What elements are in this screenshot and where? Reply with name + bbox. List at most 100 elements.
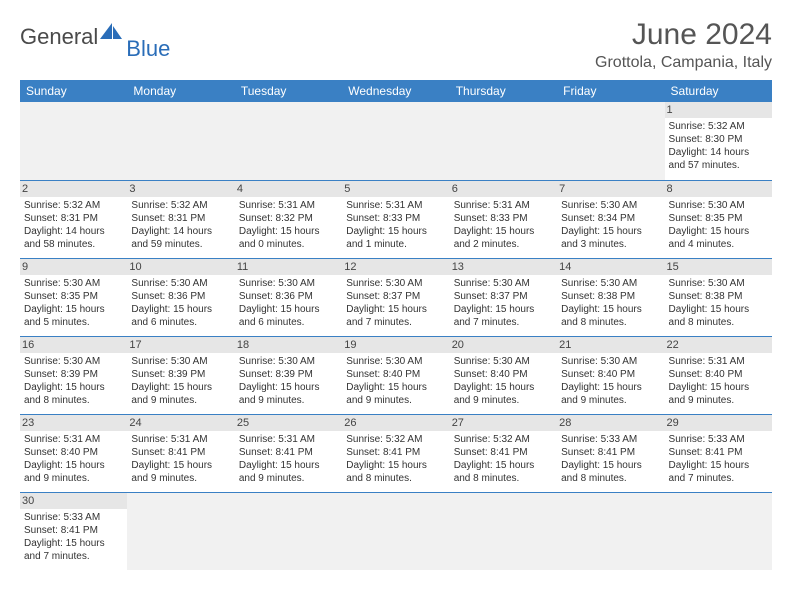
calendar-cell [665, 492, 772, 570]
calendar-table: Sunday Monday Tuesday Wednesday Thursday… [20, 80, 772, 570]
day-number: 9 [20, 259, 127, 275]
calendar-cell: 12 Sunrise: 5:30 AMSunset: 8:37 PMDayligh… [342, 258, 449, 336]
calendar-cell: 5Sunrise: 5:31 AMSunset: 8:33 PMDaylight… [342, 180, 449, 258]
calendar-cell: 24Sunrise: 5:31 AMSunset: 8:41 PMDayligh… [127, 414, 234, 492]
day-number: 25 [235, 415, 342, 431]
day-info: Sunrise: 5:31 AMSunset: 8:33 PMDaylight:… [454, 199, 553, 251]
day-number: 27 [450, 415, 557, 431]
day-number: 19 [342, 337, 449, 353]
calendar-cell [127, 102, 234, 180]
day-info: Sunrise: 5:31 AMSunset: 8:33 PMDaylight:… [346, 199, 445, 251]
calendar-cell [450, 102, 557, 180]
calendar-cell: 21Sunrise: 5:30 AMSunset: 8:40 PMDayligh… [557, 336, 664, 414]
calendar-cell: 8 Sunrise: 5:30 AMSunset: 8:35 PMDaylight… [665, 180, 772, 258]
calendar-week: 16Sunrise: 5:30 AMSunset: 8:39 PMDayligh… [20, 336, 772, 414]
day-info: Sunrise: 5:32 AMSunset: 8:31 PMDaylight:… [131, 199, 230, 251]
day-number: 24 [127, 415, 234, 431]
day-number: 4 [235, 181, 342, 197]
calendar-cell: 11 Sunrise: 5:30 AMSunset: 8:36 PMDayligh… [235, 258, 342, 336]
month-title: June 2024 [595, 18, 772, 52]
calendar-cell: 7 Sunrise: 5:30 AMSunset: 8:34 PMDaylight… [557, 180, 664, 258]
day-number: 2 [20, 181, 127, 197]
calendar-cell: 20 Sunrise: 5:30 AMSunset: 8:40 PMDayligh… [450, 336, 557, 414]
calendar-cell [127, 492, 234, 570]
day-number: 7 [557, 181, 664, 197]
calendar-cell: 23Sunrise: 5:31 AMSunset: 8:40 PMDayligh… [20, 414, 127, 492]
day-info: Sunrise: 5:31 AMSunset: 8:40 PMDaylight:… [24, 433, 123, 485]
day-info: Sunrise: 5:32 AMSunset: 8:41 PMDaylight:… [454, 433, 553, 485]
day-info: Sunrise: 5:30 AMSunset: 8:34 PMDaylight:… [561, 199, 660, 251]
calendar-cell: 10 Sunrise: 5:30 AMSunset: 8:36 PMDayligh… [127, 258, 234, 336]
day-info: Sunrise: 5:30 AMSunset: 8:40 PMDaylight:… [454, 355, 553, 407]
day-info: Sunrise: 5:30 AMSunset: 8:40 PMDaylight:… [346, 355, 445, 407]
calendar-cell: 17 Sunrise: 5:30 AMSunset: 8:39 PMDayligh… [127, 336, 234, 414]
day-number: 16 [20, 337, 127, 353]
calendar-cell [20, 102, 127, 180]
calendar-cell: 30 Sunrise: 5:33 AMSunset: 8:41 PMDayligh… [20, 492, 127, 570]
calendar-cell: 14Sunrise: 5:30 AMSunset: 8:38 PMDayligh… [557, 258, 664, 336]
day-info: Sunrise: 5:30 AMSunset: 8:35 PMDaylight:… [669, 199, 768, 251]
day-header: Sunday [20, 80, 127, 102]
calendar-cell: 18 Sunrise: 5:30 AMSunset: 8:39 PMDayligh… [235, 336, 342, 414]
calendar-cell: 25 Sunrise: 5:31 AMSunset: 8:41 PMDayligh… [235, 414, 342, 492]
calendar-cell: 13Sunrise: 5:30 AMSunset: 8:37 PMDayligh… [450, 258, 557, 336]
calendar-cell [450, 492, 557, 570]
day-number: 18 [235, 337, 342, 353]
day-number: 28 [557, 415, 664, 431]
sail-icon [98, 21, 124, 46]
day-info: Sunrise: 5:30 AMSunset: 8:39 PMDaylight:… [239, 355, 338, 407]
day-number: 20 [450, 337, 557, 353]
calendar-cell [235, 102, 342, 180]
calendar-cell: 19 Sunrise: 5:30 AMSunset: 8:40 PMDayligh… [342, 336, 449, 414]
logo-text-main: General [20, 24, 98, 50]
day-info: Sunrise: 5:30 AMSunset: 8:38 PMDaylight:… [561, 277, 660, 329]
day-number: 12 [342, 259, 449, 275]
day-info: Sunrise: 5:30 AMSunset: 8:38 PMDaylight:… [669, 277, 768, 329]
day-info: Sunrise: 5:33 AMSunset: 8:41 PMDaylight:… [24, 511, 123, 563]
calendar-cell: 22Sunrise: 5:31 AMSunset: 8:40 PMDayligh… [665, 336, 772, 414]
day-number: 30 [20, 493, 127, 509]
day-info: Sunrise: 5:30 AMSunset: 8:36 PMDaylight:… [131, 277, 230, 329]
day-info: Sunrise: 5:30 AMSunset: 8:39 PMDaylight:… [131, 355, 230, 407]
title-block: June 2024 Grottola, Campania, Italy [595, 18, 772, 72]
day-info: Sunrise: 5:30 AMSunset: 8:40 PMDaylight:… [561, 355, 660, 407]
day-info: Sunrise: 5:32 AMSunset: 8:30 PMDaylight:… [669, 120, 768, 172]
calendar-cell: 1Sunrise: 5:32 AMSunset: 8:30 PMDaylight… [665, 102, 772, 180]
day-info: Sunrise: 5:33 AMSunset: 8:41 PMDaylight:… [669, 433, 768, 485]
logo-text-sub: Blue [126, 36, 170, 62]
day-header: Saturday [665, 80, 772, 102]
day-number: 26 [342, 415, 449, 431]
day-number: 29 [665, 415, 772, 431]
day-info: Sunrise: 5:30 AMSunset: 8:39 PMDaylight:… [24, 355, 123, 407]
day-info: Sunrise: 5:30 AMSunset: 8:37 PMDaylight:… [454, 277, 553, 329]
day-number: 15 [665, 259, 772, 275]
calendar-cell [235, 492, 342, 570]
day-info: Sunrise: 5:30 AMSunset: 8:36 PMDaylight:… [239, 277, 338, 329]
day-info: Sunrise: 5:32 AMSunset: 8:41 PMDaylight:… [346, 433, 445, 485]
calendar-cell: 15 Sunrise: 5:30 AMSunset: 8:38 PMDayligh… [665, 258, 772, 336]
day-number: 17 [127, 337, 234, 353]
day-header: Tuesday [235, 80, 342, 102]
day-info: Sunrise: 5:31 AMSunset: 8:41 PMDaylight:… [239, 433, 338, 485]
calendar-cell: 28 Sunrise: 5:33 AMSunset: 8:41 PMDayligh… [557, 414, 664, 492]
calendar-cell [342, 102, 449, 180]
day-number: 10 [127, 259, 234, 275]
calendar-cell: 3 Sunrise: 5:32 AMSunset: 8:31 PMDaylight… [127, 180, 234, 258]
calendar-cell: 29 Sunrise: 5:33 AMSunset: 8:41 PMDayligh… [665, 414, 772, 492]
calendar-cell: 4Sunrise: 5:31 AMSunset: 8:32 PMDaylight… [235, 180, 342, 258]
day-header: Friday [557, 80, 664, 102]
calendar-week: 2Sunrise: 5:32 AMSunset: 8:31 PMDaylight… [20, 180, 772, 258]
day-number: 6 [450, 181, 557, 197]
day-number: 11 [235, 259, 342, 275]
calendar-week: 9 Sunrise: 5:30 AMSunset: 8:35 PMDaylight… [20, 258, 772, 336]
day-header: Monday [127, 80, 234, 102]
calendar-week: 1Sunrise: 5:32 AMSunset: 8:30 PMDaylight… [20, 102, 772, 180]
calendar-cell: 16 Sunrise: 5:30 AMSunset: 8:39 PMDayligh… [20, 336, 127, 414]
day-info: Sunrise: 5:33 AMSunset: 8:41 PMDaylight:… [561, 433, 660, 485]
header: General Blue June 2024 Grottola, Campani… [20, 18, 772, 72]
day-number: 8 [665, 181, 772, 197]
day-info: Sunrise: 5:30 AMSunset: 8:37 PMDaylight:… [346, 277, 445, 329]
day-info: Sunrise: 5:30 AMSunset: 8:35 PMDaylight:… [24, 277, 123, 329]
calendar-cell: 2Sunrise: 5:32 AMSunset: 8:31 PMDaylight… [20, 180, 127, 258]
day-number: 3 [127, 181, 234, 197]
